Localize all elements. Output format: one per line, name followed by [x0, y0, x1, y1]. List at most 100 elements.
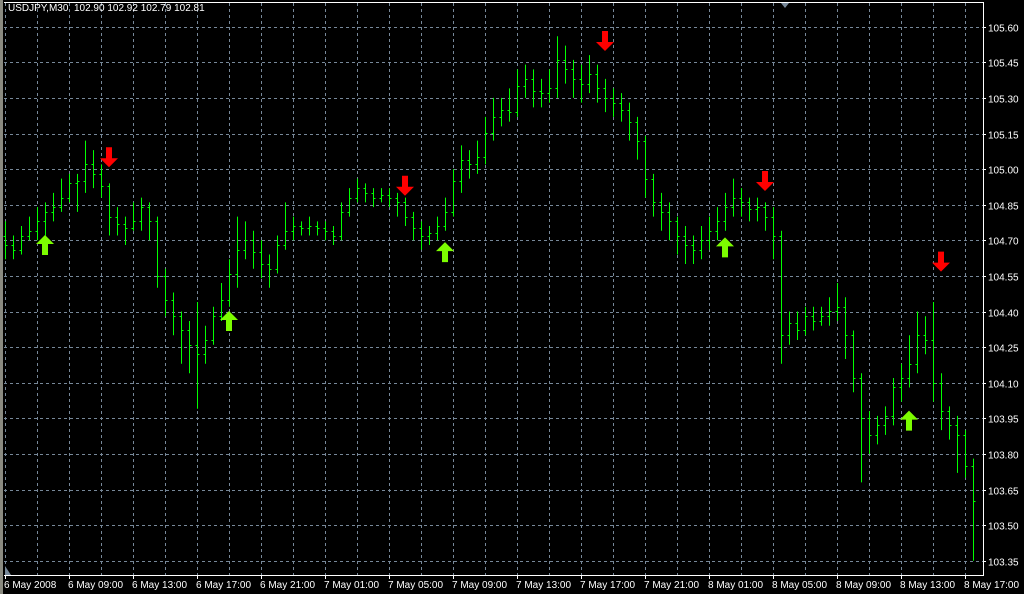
- y-tick-label: 104.85: [988, 202, 1019, 213]
- ohlc-bar: [827, 297, 832, 326]
- ohlc-bar: [779, 230, 784, 364]
- ohlc-bar: [43, 202, 48, 236]
- ohlc-bar: [939, 373, 944, 431]
- ohlc-bar: [107, 183, 112, 236]
- ohlc-bar: [427, 226, 432, 246]
- ohlc-bar: [315, 221, 320, 236]
- ohlc-bar: [363, 183, 368, 203]
- x-tick-label: 6 May 17:00: [196, 580, 251, 591]
- ohlc-bar: [523, 64, 528, 98]
- ohlc-bar: [211, 306, 216, 345]
- ohlc-bar: [467, 150, 472, 179]
- x-tick-label: 6 May 21:00: [260, 580, 315, 591]
- ohlc-bar: [731, 178, 736, 217]
- y-tick-label: 105.45: [988, 59, 1019, 70]
- ohlc-bar: [139, 197, 144, 231]
- x-tick-label: 7 May 01:00: [324, 580, 379, 591]
- ohlc-bar: [627, 102, 632, 141]
- y-tick-label: 104.25: [988, 344, 1019, 355]
- ohlc-bar: [395, 192, 400, 217]
- ohlc-bar: [299, 221, 304, 236]
- ohlc-bar: [155, 216, 160, 288]
- ohlc-bar: [795, 311, 800, 340]
- open-value: 102.90: [73, 3, 105, 14]
- close-value: 102.81: [174, 3, 205, 14]
- y-tick-label: 104.70: [988, 237, 1019, 248]
- ohlc-bar: [867, 411, 872, 454]
- buy-arrow-icon: [220, 310, 238, 331]
- ohlc-bar: [651, 173, 656, 217]
- ohlc-bar: [227, 259, 232, 307]
- ohlc-bar: [51, 192, 56, 222]
- ohlc-bar: [603, 78, 608, 113]
- ohlc-bar: [683, 226, 688, 265]
- x-tick-label: 7 May 05:00: [388, 580, 443, 591]
- x-tick-label: 6 May 13:00: [132, 580, 187, 591]
- sell-arrow-icon: [596, 30, 614, 51]
- ohlc-bar: [67, 173, 72, 203]
- ohlc-bar: [923, 316, 928, 355]
- ohlc-bar: [723, 192, 728, 231]
- ohlc-bar: [387, 188, 392, 208]
- ohlc-bar: [307, 216, 312, 236]
- ohlc-bar: [3, 221, 8, 260]
- ohlc-bar: [115, 207, 120, 236]
- x-tick-label: 8 May 17:00: [964, 580, 1019, 591]
- ohlc-bar: [483, 116, 488, 165]
- ohlc-bar: [283, 202, 288, 250]
- sell-arrow-icon: [100, 147, 118, 168]
- ohlc-bar: [371, 188, 376, 208]
- ohlc-bar: [907, 335, 912, 388]
- sell-arrow-icon: [756, 170, 774, 191]
- x-tick-label: 8 May 05:00: [772, 580, 827, 591]
- ohlc-bar: [547, 69, 552, 103]
- y-tick-label: 105.60: [988, 24, 1019, 35]
- ohlc-bar: [851, 330, 856, 393]
- ohlc-bar: [811, 306, 816, 331]
- ohlc-bar: [667, 202, 672, 241]
- ohlc-bar: [971, 458, 976, 561]
- y-tick-label: 103.50: [988, 522, 1019, 533]
- x-tick-label: 8 May 09:00: [836, 580, 891, 591]
- ohlc-bar: [163, 268, 168, 317]
- buy-arrow-icon: [36, 235, 54, 256]
- ohlc-bar: [347, 188, 352, 217]
- ohlc-bar: [11, 235, 16, 260]
- ohlc-bar: [643, 135, 648, 198]
- ohlc-bar: [99, 164, 104, 198]
- ohlc-bar: [539, 78, 544, 108]
- ohlc-bar: [771, 207, 776, 260]
- ohlc-bar: [963, 430, 968, 478]
- buy-arrow-icon: [900, 410, 918, 431]
- y-tick-label: 104.10: [988, 380, 1019, 391]
- x-tick-label: 7 May 21:00: [644, 580, 699, 591]
- ohlc-bar: [739, 188, 744, 217]
- ohlc-bar: [35, 207, 40, 241]
- ohlc-bar: [443, 197, 448, 231]
- ohlc-bar: [323, 221, 328, 241]
- chart-header: USDJPY,M30 102.90 102.92 102.79 102.81: [8, 3, 205, 14]
- ohlc-bar: [947, 406, 952, 440]
- x-tick-label: 6 May 2008: [4, 580, 57, 591]
- buy-arrow-icon: [436, 242, 454, 263]
- ohlc-bar: [699, 226, 704, 260]
- ohlc-bar: [355, 178, 360, 203]
- ohlc-bar: [755, 197, 760, 222]
- ohlc-bar: [875, 415, 880, 445]
- ohlc-bar: [75, 173, 80, 212]
- x-tick-label: 7 May 09:00: [452, 580, 507, 591]
- x-tick-label: 7 May 17:00: [580, 580, 635, 591]
- ohlc-bar: [787, 311, 792, 345]
- y-tick-label: 105.15: [988, 131, 1019, 142]
- window-border: [0, 0, 3, 594]
- ohlc-bar: [835, 283, 840, 321]
- ohlc-bar: [707, 216, 712, 250]
- ohlc-bar: [19, 226, 24, 255]
- ohlc-bar: [531, 69, 536, 108]
- ohlc-bar: [339, 202, 344, 241]
- ohlc-bar: [571, 59, 576, 98]
- ohlc-bar: [187, 320, 192, 374]
- y-tick-label: 105.30: [988, 95, 1019, 106]
